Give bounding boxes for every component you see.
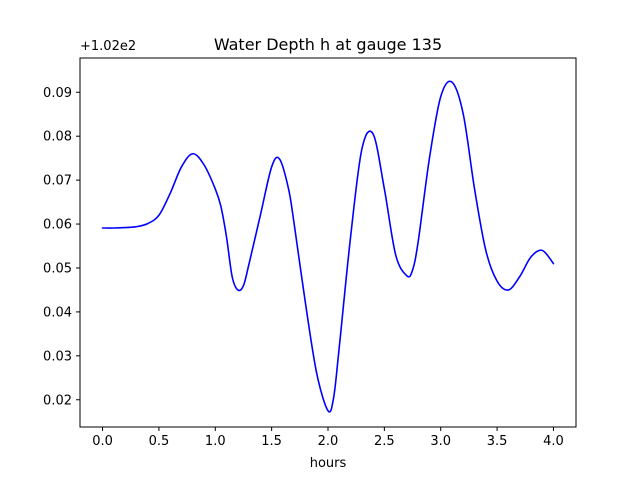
- y-offset-label: +1.02e2: [80, 39, 136, 54]
- y-tick-label: 0.05: [43, 261, 72, 276]
- x-tick-label: 3.5: [487, 434, 508, 449]
- x-tick-label: 2.0: [318, 434, 339, 449]
- x-tick-label: 3.0: [430, 434, 451, 449]
- plot-frame: [79, 57, 577, 428]
- y-tick-label: 0.06: [43, 218, 72, 233]
- x-axis-label: hours: [310, 456, 347, 471]
- series-layer: [101, 80, 555, 413]
- y-tick-label: 0.04: [43, 305, 72, 320]
- y-tick-label: 0.02: [43, 393, 72, 408]
- y-tick-label: 0.08: [43, 130, 72, 145]
- x-tick-label: 0.0: [92, 434, 113, 449]
- x-tick-label: 1.0: [205, 434, 226, 449]
- y-tick-label: 0.07: [43, 174, 72, 189]
- x-tick-label: 4.0: [543, 434, 564, 449]
- ticks-layer: 0.0 0.5 1.0 1.5 2.0 2.5 3.0 3.5 4.0 0.02 0.03 0.04 0…: [43, 86, 564, 449]
- x-tick-label: 2.5: [374, 434, 395, 449]
- series-line: [101, 80, 555, 413]
- y-tick-label: 0.03: [43, 349, 72, 364]
- x-tick-label: 0.5: [149, 434, 170, 449]
- x-tick-label: 1.5: [261, 434, 282, 449]
- chart-title: Water Depth h at gauge 135: [214, 35, 442, 54]
- y-tick-label: 0.09: [43, 86, 72, 101]
